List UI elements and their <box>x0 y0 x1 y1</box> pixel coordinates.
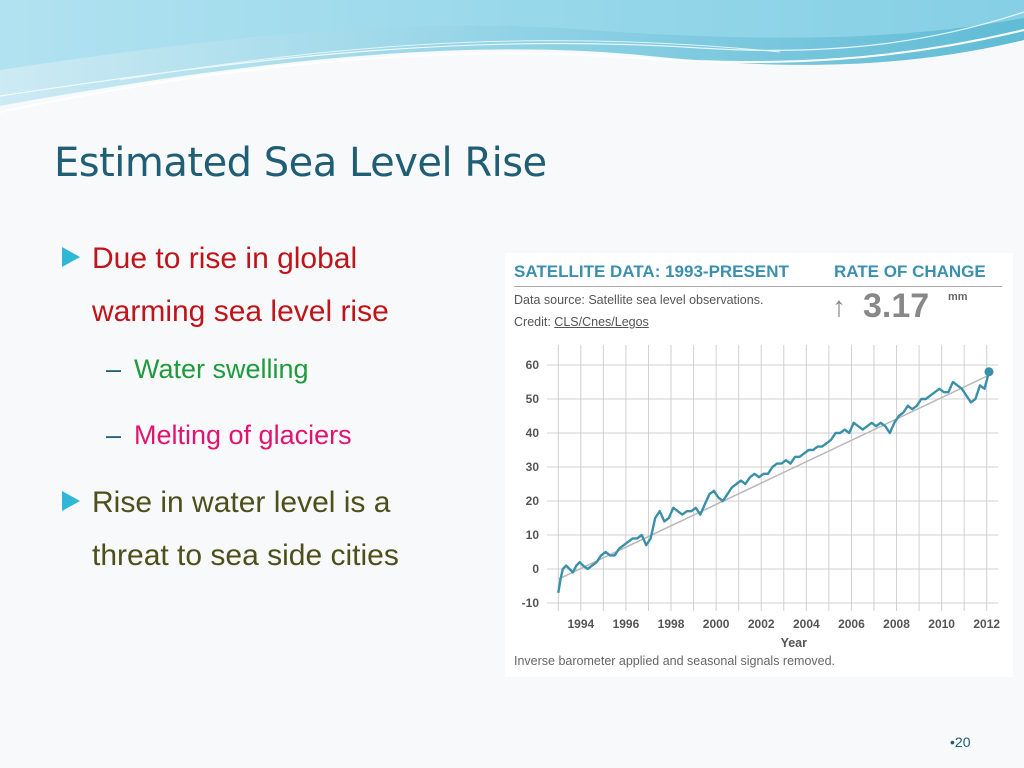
y-tick-label: 40 <box>526 426 540 440</box>
series-end-point <box>984 367 994 377</box>
y-tick-label: 60 <box>526 358 540 372</box>
y-tick-label: 30 <box>526 460 540 474</box>
x-tick-label: 2004 <box>793 617 820 631</box>
x-tick-label: 2008 <box>883 617 910 631</box>
y-tick-label: 0 <box>532 562 539 576</box>
x-tick-label: 2006 <box>838 617 865 631</box>
sub-bullet-item: – Water swelling <box>62 352 482 386</box>
chart-plot: -10 0 10 20 30 40 50 60 1994 1996 1998 2000 2002 2004… <box>522 345 1000 650</box>
rate-value: 3.17 <box>863 287 930 325</box>
y-tick-label: -10 <box>522 596 540 610</box>
chart-credit: Credit: CLS/Cnes/Legos <box>514 315 649 329</box>
bullet-item: Due to rise in global warming sea level … <box>62 232 482 338</box>
bullet-arrow-icon <box>62 247 80 267</box>
bullet-text-line: Rise in water level is a <box>92 486 391 519</box>
y-tick-label: 10 <box>526 528 540 542</box>
bullet-text-line: warming sea level rise <box>92 295 389 328</box>
x-tick-label: 1994 <box>567 617 594 631</box>
header-wave-decoration <box>0 0 1024 113</box>
rate-of-change-label: RATE OF CHANGE <box>834 262 986 281</box>
x-tick-label: 1998 <box>658 617 685 631</box>
chart-header-divider <box>514 286 1002 287</box>
x-tick-label: 2002 <box>748 617 775 631</box>
bullet-item: Rise in water level is a threat to sea s… <box>62 476 482 582</box>
chart-footnote: Inverse barometer applied and seasonal s… <box>514 654 836 668</box>
bullet-text-line: threat to sea side cities <box>92 539 399 572</box>
sea-level-series-line <box>557 371 991 593</box>
bullet-list: Due to rise in global warming sea level … <box>62 232 482 582</box>
x-tick-label: 2012 <box>973 617 1000 631</box>
bullet-arrow-icon <box>62 491 80 511</box>
rate-up-arrow-icon: ↑ <box>832 291 846 322</box>
x-tick-label: 2010 <box>928 617 955 631</box>
y-tick-label: 50 <box>526 392 540 406</box>
dash-icon: – <box>106 354 122 384</box>
sea-level-chart: SATELLITE DATA: 1993-PRESENT RATE OF CHA… <box>505 253 1013 677</box>
dash-icon: – <box>106 420 122 450</box>
chart-data-source: Data source: Satellite sea level observa… <box>514 293 764 307</box>
sub-bullet-item: – Melting of glaciers <box>62 418 482 452</box>
chart-credit-link[interactable]: CLS/Cnes/Legos <box>554 315 649 329</box>
page-number: •20 <box>950 734 971 750</box>
x-tick-label: 2000 <box>703 617 730 631</box>
rate-unit: mm <box>948 291 968 303</box>
x-tick-label: 1996 <box>613 617 640 631</box>
chart-credit-prefix: Credit: <box>514 315 555 329</box>
slide-title: Estimated Sea Level Rise <box>54 140 547 186</box>
sub-bullet-text: Water swelling <box>134 354 309 384</box>
chart-title: SATELLITE DATA: 1993-PRESENT <box>514 262 789 281</box>
trend-line <box>557 374 990 580</box>
y-tick-label: 20 <box>526 494 540 508</box>
x-axis-label: Year <box>781 636 808 650</box>
sub-bullet-text: Melting of glaciers <box>134 420 352 450</box>
bullet-text-line: Due to rise in global <box>92 242 358 275</box>
